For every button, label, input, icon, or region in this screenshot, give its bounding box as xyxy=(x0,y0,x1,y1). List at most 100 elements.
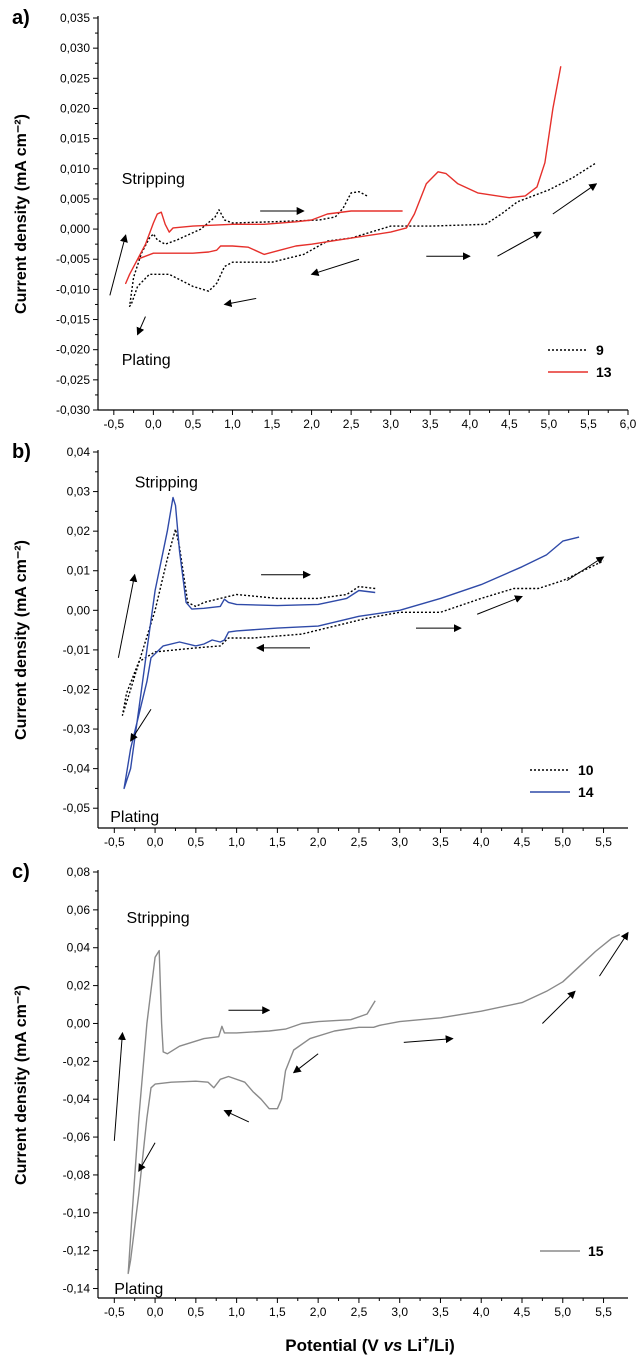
direction-arrow xyxy=(138,1142,156,1173)
y-tick-label: -0,020 xyxy=(56,343,90,357)
x-tick-label: 4,5 xyxy=(514,835,531,849)
x-tick-label: 1,5 xyxy=(269,1305,286,1319)
y-tick-label: 0,01 xyxy=(67,564,91,578)
y-tick-label: 0,02 xyxy=(67,979,91,993)
x-tick-label: 3,0 xyxy=(391,1305,408,1319)
direction-arrow xyxy=(497,231,542,257)
panel-label: a) xyxy=(12,7,30,29)
x-tick-label: -0,5 xyxy=(104,1305,125,1319)
x-tick-label: 0,0 xyxy=(145,417,162,431)
y-tick-label: 0,020 xyxy=(60,101,90,115)
y-axis-title: Current density (mA cm⁻²) xyxy=(13,114,30,314)
y-tick-label: -0,02 xyxy=(63,682,91,696)
y-tick-label: 0,06 xyxy=(67,903,91,917)
direction-arrow xyxy=(599,931,629,977)
x-tick-label: 4,0 xyxy=(473,835,490,849)
x-tick-label: 3,5 xyxy=(432,835,449,849)
annotation-plating: Plating xyxy=(110,809,159,826)
series-line-10 xyxy=(121,528,604,716)
y-tick-label: 0,025 xyxy=(60,71,90,85)
x-tick-label: 0,0 xyxy=(147,1305,164,1319)
direction-arrow xyxy=(403,1035,454,1044)
direction-arrow xyxy=(542,990,576,1024)
x-tick-label: 5,0 xyxy=(541,417,558,431)
direction-arrow xyxy=(476,595,523,615)
annotation-stripping: Stripping xyxy=(127,910,190,927)
panel-a: -0,5 0,0 0,5 1,0 1,5 2,0 2,5 3,0 3,5 4,0 4,5 5,0 5,5… xyxy=(12,7,637,431)
x-tick-label: 3,5 xyxy=(432,1305,449,1319)
y-tick-label: 0,04 xyxy=(67,941,91,955)
x-tick-label: 5,5 xyxy=(595,835,612,849)
y-tick-label: 0,000 xyxy=(60,222,90,236)
x-tick-label: 1,5 xyxy=(269,835,286,849)
y-tick-label: -0,04 xyxy=(63,1092,91,1106)
x-tick-label: 0,5 xyxy=(188,1305,205,1319)
annotation-plating: Plating xyxy=(114,1281,163,1298)
direction-arrow xyxy=(117,573,138,658)
x-tick-label: 1,0 xyxy=(228,1305,245,1319)
direction-arrow xyxy=(109,234,128,296)
legend-label: 15 xyxy=(588,1243,604,1259)
direction-arrow xyxy=(310,258,360,277)
panel-c: -0,5 0,0 0,5 1,0 1,5 2,0 2,5 3,0 3,5 4,0 4,5 5,0 5,5… xyxy=(12,861,629,1319)
direction-arrow xyxy=(566,556,605,582)
y-tick-label: 0,010 xyxy=(60,162,90,176)
x-tick-label: 1,0 xyxy=(228,835,245,849)
direction-arrow xyxy=(223,1109,250,1123)
legend-label: 13 xyxy=(596,364,612,380)
y-tick-label: -0,08 xyxy=(63,1168,91,1182)
y-tick-label: -0,03 xyxy=(63,722,91,736)
y-tick-label: 0,00 xyxy=(67,1016,91,1030)
y-tick-label: 0,04 xyxy=(67,445,91,459)
y-tick-label: -0,030 xyxy=(56,403,90,417)
panel-label: b) xyxy=(12,441,31,463)
y-tick-label: 0,08 xyxy=(67,865,91,879)
y-tick-label: -0,01 xyxy=(63,643,91,657)
x-tick-label: 5,0 xyxy=(554,1305,571,1319)
legend-label: 9 xyxy=(596,342,604,358)
direction-arrow xyxy=(130,708,152,742)
x-tick-label: 5,0 xyxy=(554,835,571,849)
x-tick-label: 5,5 xyxy=(580,417,597,431)
x-tick-label: 2,5 xyxy=(351,835,368,849)
x-tick-label: -0,5 xyxy=(104,835,125,849)
x-tick-label: 5,5 xyxy=(595,1305,612,1319)
x-axis-title: Potential (V vs Li+/Li) xyxy=(285,1333,455,1355)
x-tick-label: 2,5 xyxy=(351,1305,368,1319)
annotation-plating: Plating xyxy=(122,352,171,369)
series-line-15 xyxy=(127,933,621,1275)
direction-arrow xyxy=(136,316,146,336)
x-tick-label: 4,0 xyxy=(461,417,478,431)
y-tick-label: 0,02 xyxy=(67,524,91,538)
x-tick-label: 4,5 xyxy=(514,1305,531,1319)
direction-arrow xyxy=(113,1031,126,1141)
y-tick-label: -0,10 xyxy=(63,1206,91,1220)
direction-arrow xyxy=(292,1053,319,1074)
x-tick-label: 3,0 xyxy=(382,417,399,431)
y-tick-label: 0,035 xyxy=(60,11,90,25)
y-tick-label: 0,03 xyxy=(67,485,91,499)
x-tick-label: 2,0 xyxy=(310,835,327,849)
y-tick-label: 0,005 xyxy=(60,192,90,206)
legend-label: 10 xyxy=(578,762,594,778)
legend-label: 14 xyxy=(578,784,594,800)
y-tick-label: -0,05 xyxy=(63,801,91,815)
x-tick-label: -0,5 xyxy=(103,417,124,431)
x-tick-label: 0,5 xyxy=(188,835,205,849)
y-axis-title: Current density (mA cm⁻²) xyxy=(13,540,30,740)
x-tick-label: 2,0 xyxy=(303,417,320,431)
x-tick-label: 4,0 xyxy=(473,1305,490,1319)
series-line-13 xyxy=(125,66,562,285)
y-axis-title: Current density (mA cm⁻²) xyxy=(13,985,30,1185)
annotation-stripping: Stripping xyxy=(135,475,198,492)
y-tick-label: -0,005 xyxy=(56,252,90,266)
y-tick-label: -0,025 xyxy=(56,373,90,387)
x-tick-label: 1,5 xyxy=(264,417,281,431)
y-tick-label: -0,010 xyxy=(56,282,90,296)
series-line-9 xyxy=(128,162,597,307)
y-tick-label: -0,015 xyxy=(56,313,90,327)
x-tick-label: 3,0 xyxy=(391,835,408,849)
y-tick-label: -0,06 xyxy=(63,1130,91,1144)
y-tick-label: 0,030 xyxy=(60,41,90,55)
